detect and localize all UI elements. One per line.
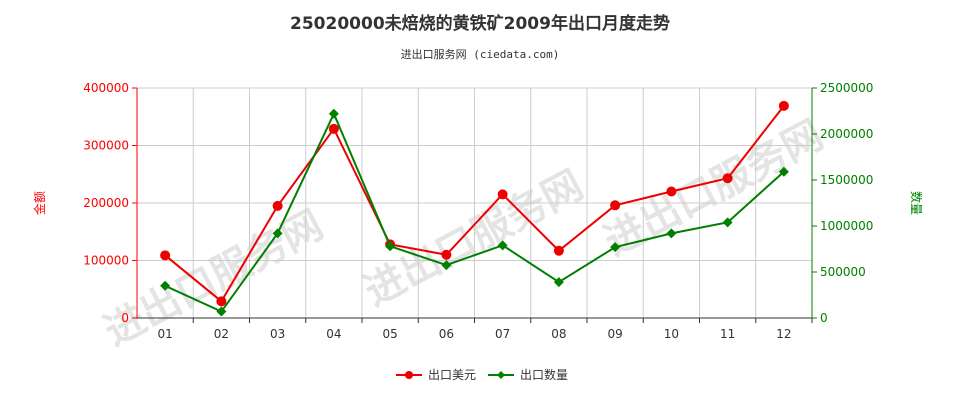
x-tick-label: 02	[214, 327, 229, 341]
y-right-axis-title: 数量	[909, 191, 924, 215]
x-tick-label: 10	[664, 327, 679, 341]
y-right-tick-label: 1500000	[820, 173, 873, 187]
y-right-tick-label: 500000	[820, 265, 866, 279]
watermark: 进出口服务网 进出口服务网 进出口服务网	[97, 112, 831, 355]
y-right-tick-label: 2500000	[820, 81, 873, 95]
y-left-tick-label: 100000	[83, 254, 129, 268]
x-tick-label: 11	[720, 327, 735, 341]
series-1-point	[497, 189, 508, 200]
legend-swatch-marker	[497, 371, 505, 379]
series-2-point	[778, 166, 789, 177]
x-tick-label: 08	[551, 327, 566, 341]
y-right-tick-label: 0	[820, 311, 828, 325]
series-2-point	[497, 240, 508, 251]
y-left-axis-title: 金额	[32, 191, 47, 215]
x-tick-label: 07	[495, 327, 510, 341]
series-1-point	[441, 249, 452, 260]
legend-label[interactable]: 出口数量	[520, 367, 568, 382]
series-1-point	[328, 123, 339, 134]
x-tick-label: 05	[382, 327, 397, 341]
series-1-point	[553, 245, 564, 256]
x-tick-label: 09	[607, 327, 622, 341]
series-1-point	[778, 100, 789, 111]
chart-subtitle: 进出口服务网 (ciedata.com)	[400, 48, 560, 61]
series-line-2	[164, 111, 785, 313]
y-left-tick-label: 300000	[83, 139, 129, 153]
series-1-point	[666, 186, 677, 197]
y-right-tick-label: 2000000	[820, 127, 873, 141]
legend: 出口美元 出口数量	[396, 367, 568, 382]
y-left-tick-label: 0	[121, 311, 129, 325]
legend-label[interactable]: 出口美元	[428, 368, 476, 382]
series-2-point	[722, 217, 733, 228]
series-2-point	[160, 280, 171, 291]
x-tick-label: 03	[270, 327, 285, 341]
series-1-point	[610, 200, 621, 211]
series-2-point	[328, 108, 339, 119]
series-2-point	[441, 260, 452, 271]
y-left-tick-label: 200000	[83, 196, 129, 210]
series-2-point	[272, 228, 283, 239]
x-tick-label: 06	[439, 327, 454, 341]
watermark-text: 进出口服务网	[357, 162, 591, 315]
series-2-point	[553, 277, 564, 288]
ticks: 0 100000 200000 300000 400000 0 500000 1000000 1…	[83, 81, 873, 341]
series	[160, 100, 789, 317]
series-1-point	[272, 200, 283, 211]
x-tick-label: 01	[157, 327, 172, 341]
series-2-point	[385, 241, 396, 252]
x-tick-label: 12	[776, 327, 791, 341]
y-left-tick-label: 400000	[83, 81, 129, 95]
series-2-point	[216, 306, 227, 317]
y-right-tick-label: 1000000	[820, 219, 873, 233]
series-1-point	[216, 296, 227, 307]
series-2-point	[666, 228, 677, 239]
series-line-1	[164, 105, 785, 303]
series-1-point	[722, 173, 733, 184]
series-1-point	[160, 250, 171, 261]
x-tick-label: 04	[326, 327, 341, 341]
chart-title: 25020000未焙烧的黄铁矿2009年出口月度走势	[290, 14, 670, 34]
series-2-point	[610, 242, 621, 253]
legend-swatch-marker	[405, 371, 413, 379]
